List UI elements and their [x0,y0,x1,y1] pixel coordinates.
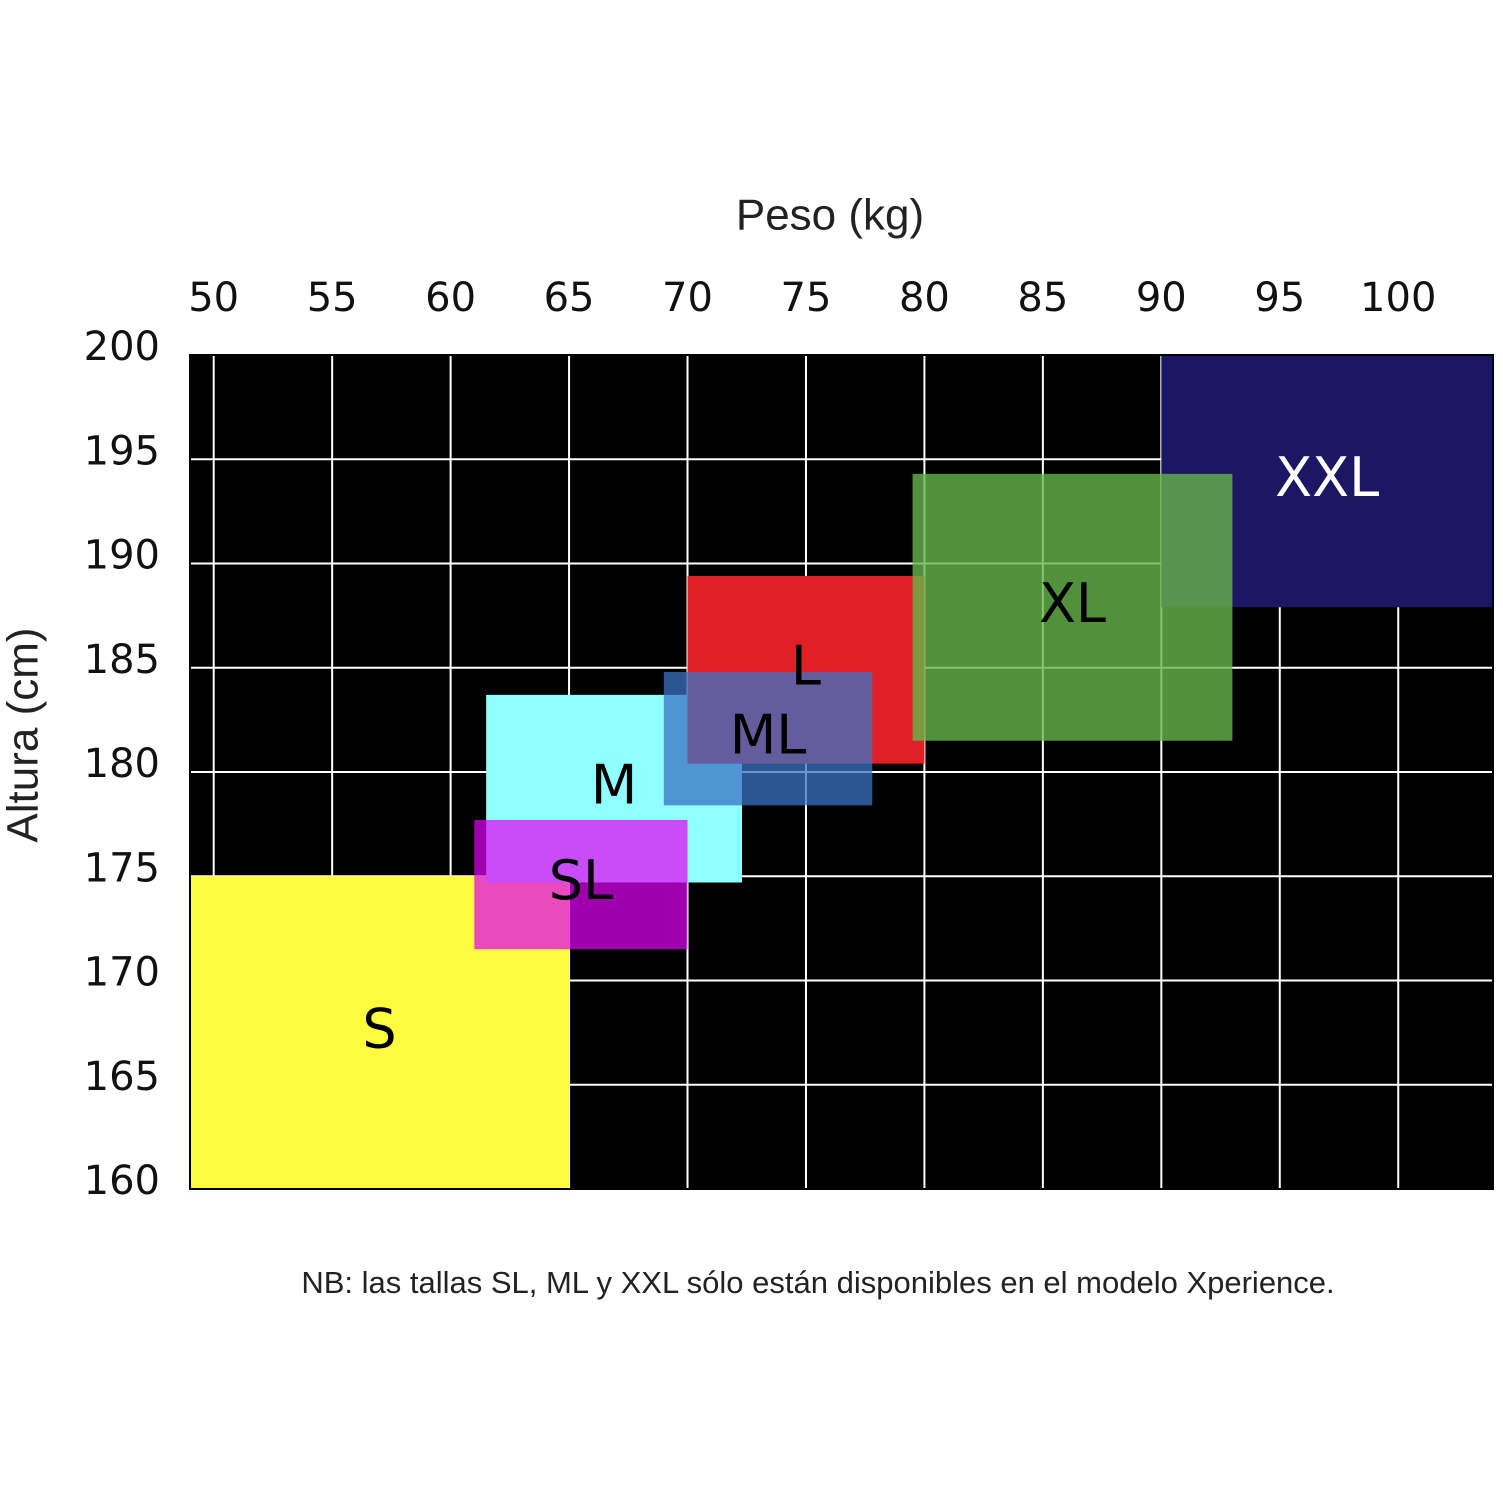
size-range [912,473,1233,741]
x-tick-label: 55 [307,275,358,321]
x-tick-label: 90 [1136,275,1187,321]
x-tick-label: 60 [425,275,476,321]
size-label: L [791,634,821,697]
size-label: M [591,753,638,816]
x-tick-label: 70 [662,275,713,321]
x-tick-label: 100 [1360,275,1436,321]
size-range [474,819,688,950]
size-label: S [362,997,396,1060]
footnote: NB: las tallas SL, ML y XXL sólo están d… [301,1265,1334,1300]
y-axis-title: Altura (cm) [0,627,48,842]
x-tick-label: 80 [899,275,950,321]
y-tick-label: 180 [84,741,160,787]
x-tick-label: 50 [188,275,239,321]
y-tick-label: 165 [84,1054,160,1100]
y-tick-label: 190 [84,533,160,579]
x-tick-label: 85 [1017,275,1068,321]
y-tick-label: 200 [84,324,160,370]
x-tick-label: 75 [781,275,832,321]
size-label: XL [1039,572,1106,635]
y-tick-label: 175 [84,845,160,891]
x-tick-label: 65 [544,275,595,321]
plot-border [189,354,1494,1190]
size-label: XXL [1275,446,1379,509]
y-tick-label: 185 [84,637,160,683]
size-label: SL [549,849,613,912]
y-tick-label: 170 [84,950,160,996]
x-axis-title: Peso (kg) [736,191,924,240]
y-tick-label: 160 [84,1158,160,1204]
size-range [663,671,873,806]
y-tick-label: 195 [84,428,160,474]
x-tick-label: 95 [1254,275,1305,321]
size-label: ML [730,703,807,766]
